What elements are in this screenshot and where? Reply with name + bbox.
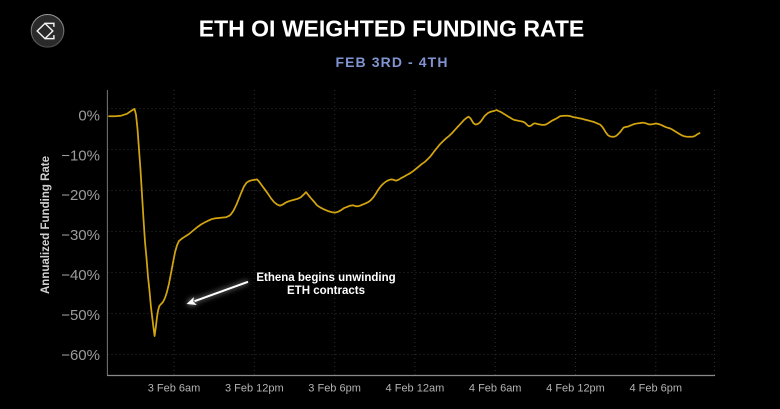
svg-text:−20%: −20% [61,187,100,204]
svg-text:−50%: −50% [61,307,100,324]
svg-text:Annualized Funding Rate: Annualized Funding Rate [40,156,52,294]
svg-text:3 Feb 6am: 3 Feb 6am [148,382,201,394]
svg-text:ETH contracts: ETH contracts [287,285,365,297]
svg-text:3 Feb 12pm: 3 Feb 12pm [225,382,284,394]
svg-text:0%: 0% [78,107,100,124]
svg-text:3 Feb 6pm: 3 Feb 6pm [308,382,361,394]
svg-text:−40%: −40% [61,267,100,284]
svg-text:4 Feb 6pm: 4 Feb 6pm [630,382,683,394]
svg-text:ETH OI WEIGHTED FUNDING RATE: ETH OI WEIGHTED FUNDING RATE [199,15,584,41]
svg-text:−60%: −60% [61,347,100,364]
svg-text:4 Feb 6am: 4 Feb 6am [469,382,522,394]
svg-text:−10%: −10% [61,147,100,164]
svg-text:−30%: −30% [61,227,100,244]
svg-text:4 Feb 12pm: 4 Feb 12pm [546,382,605,394]
svg-text:Ethena begins unwinding: Ethena begins unwinding [256,272,395,284]
svg-text:FEB 3RD - 4TH: FEB 3RD - 4TH [335,54,448,70]
svg-text:4 Feb 12am: 4 Feb 12am [386,382,445,394]
